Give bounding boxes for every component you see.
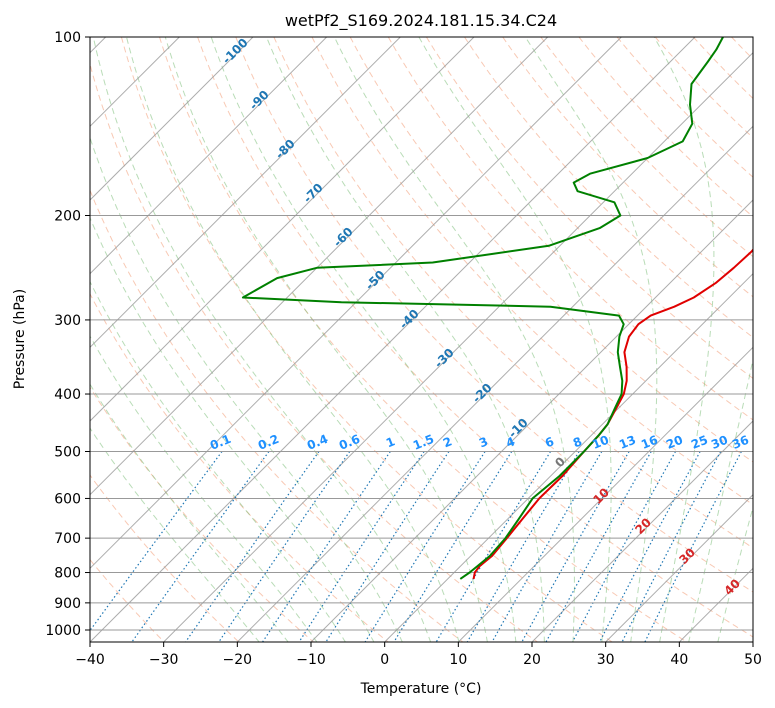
y-tick-label: 200	[54, 209, 81, 225]
mixing-ratio-label: 16	[639, 433, 660, 452]
chart-title: wetPf2_S169.2024.181.15.34.C24	[285, 11, 557, 31]
moist-adiabat-line	[266, 37, 545, 642]
x-tick-label: −40	[75, 652, 105, 668]
mixing-ratio-line	[393, 451, 513, 642]
moist-adiabat-line	[333, 37, 575, 642]
y-tick-label: 700	[54, 531, 81, 547]
mixing-ratio-line	[571, 451, 677, 642]
x-tick-label: 50	[744, 652, 762, 668]
mixing-ratio-label: 36	[730, 433, 751, 452]
moist-adiabat-line	[90, 427, 260, 642]
mixing-ratio-line	[621, 451, 722, 642]
isotherm-line	[90, 37, 622, 570]
isotherm-line	[90, 37, 254, 201]
moist-adiabat-line	[418, 37, 612, 642]
moist-adiabat-line	[92, 37, 432, 642]
y-tick-label: 900	[54, 596, 81, 612]
moist-adiabat-line	[717, 505, 753, 642]
moist-adiabat-line	[90, 280, 347, 642]
moist-adiabat-line	[90, 335, 318, 642]
mixing-ratio-label: 20	[664, 433, 685, 452]
moist-adiabat-line	[524, 37, 658, 642]
isotherm-line	[90, 37, 696, 642]
x-tick-label: 40	[670, 652, 688, 668]
mixing-ratio-label: 30	[709, 433, 730, 452]
isotherm-line	[90, 37, 401, 349]
moist-adiabat-line	[653, 37, 715, 642]
temperature-profile-line	[472, 248, 753, 580]
dry-adiabat-line	[387, 37, 753, 421]
y-tick-label: 800	[54, 566, 81, 582]
background-lines	[90, 37, 753, 642]
x-axis: −40 −30 −20 −10 0 10 20 30 40 50	[75, 642, 762, 668]
plot-frame	[89, 36, 754, 643]
mixing-ratio-line	[644, 451, 742, 642]
x-tick-label: 20	[523, 652, 541, 668]
moist-adiabat-line	[688, 357, 753, 642]
moist-adiabat-line	[90, 216, 375, 642]
isotherm-line	[310, 199, 753, 642]
mixing-ratio-line	[298, 451, 425, 642]
y-tick-label: 400	[54, 387, 81, 403]
x-tick-label: −20	[223, 652, 253, 668]
isotherm-line	[531, 420, 753, 642]
x-tick-label: 30	[597, 652, 615, 668]
isotherm-line	[90, 37, 328, 275]
mixing-ratio-line	[184, 451, 320, 642]
mixing-ratio-line	[218, 451, 351, 642]
x-tick-label: 0	[380, 652, 389, 668]
y-tick-label: 600	[54, 491, 81, 507]
y-tick-label: 100	[54, 30, 81, 46]
mixing-ratio-label: 25	[689, 433, 710, 452]
x-axis-label: Temperature (°C)	[360, 681, 482, 697]
mixing-ratio-line	[90, 451, 223, 632]
mixing-ratio-label: 10	[590, 433, 611, 452]
sounding-profiles	[241, 37, 753, 580]
moist-adiabat-line	[164, 37, 488, 642]
dry-adiabat-line	[120, 37, 614, 642]
mixing-ratio-line	[598, 451, 701, 642]
mixing-ratio-line	[261, 451, 391, 642]
y-tick-label: 500	[54, 444, 81, 460]
x-tick-label: 10	[449, 652, 467, 668]
y-axis-label: Pressure (hPa)	[12, 289, 28, 389]
y-axis: 100 200 300 400 500 600 700 800 900 1000	[45, 30, 90, 639]
isotherm-line	[457, 346, 753, 642]
x-tick-label: −30	[149, 652, 179, 668]
dry-adiabat-line	[90, 189, 464, 642]
isotherm-line	[162, 51, 753, 642]
moist-adiabat-line	[90, 136, 403, 642]
dry-adiabat-line	[90, 386, 315, 642]
y-tick-label: 1000	[45, 623, 81, 639]
dry-adiabat-line	[273, 37, 753, 549]
dewpoint-profile-line	[241, 37, 724, 580]
isotherm-line	[236, 125, 753, 642]
y-tick-label: 300	[54, 313, 81, 329]
dry-adiabat-line	[90, 558, 165, 642]
x-tick-label: −10	[296, 652, 326, 668]
isotherm-line	[604, 493, 753, 642]
mixing-ratio-label: 13	[617, 433, 638, 452]
isotherm-line	[90, 37, 549, 496]
dry-adiabat-line	[425, 37, 753, 379]
moist-adiabat-line	[210, 37, 517, 642]
moist-adiabat-line	[126, 37, 460, 642]
dry-adiabat-line	[90, 62, 539, 642]
isotherm-line	[383, 272, 753, 642]
mixing-ratio-line	[545, 451, 652, 642]
mixing-ratio-line	[521, 451, 630, 642]
isotherm-line	[90, 37, 475, 422]
moist-adiabat-line	[90, 383, 289, 642]
dry-adiabat-line	[159, 37, 688, 642]
